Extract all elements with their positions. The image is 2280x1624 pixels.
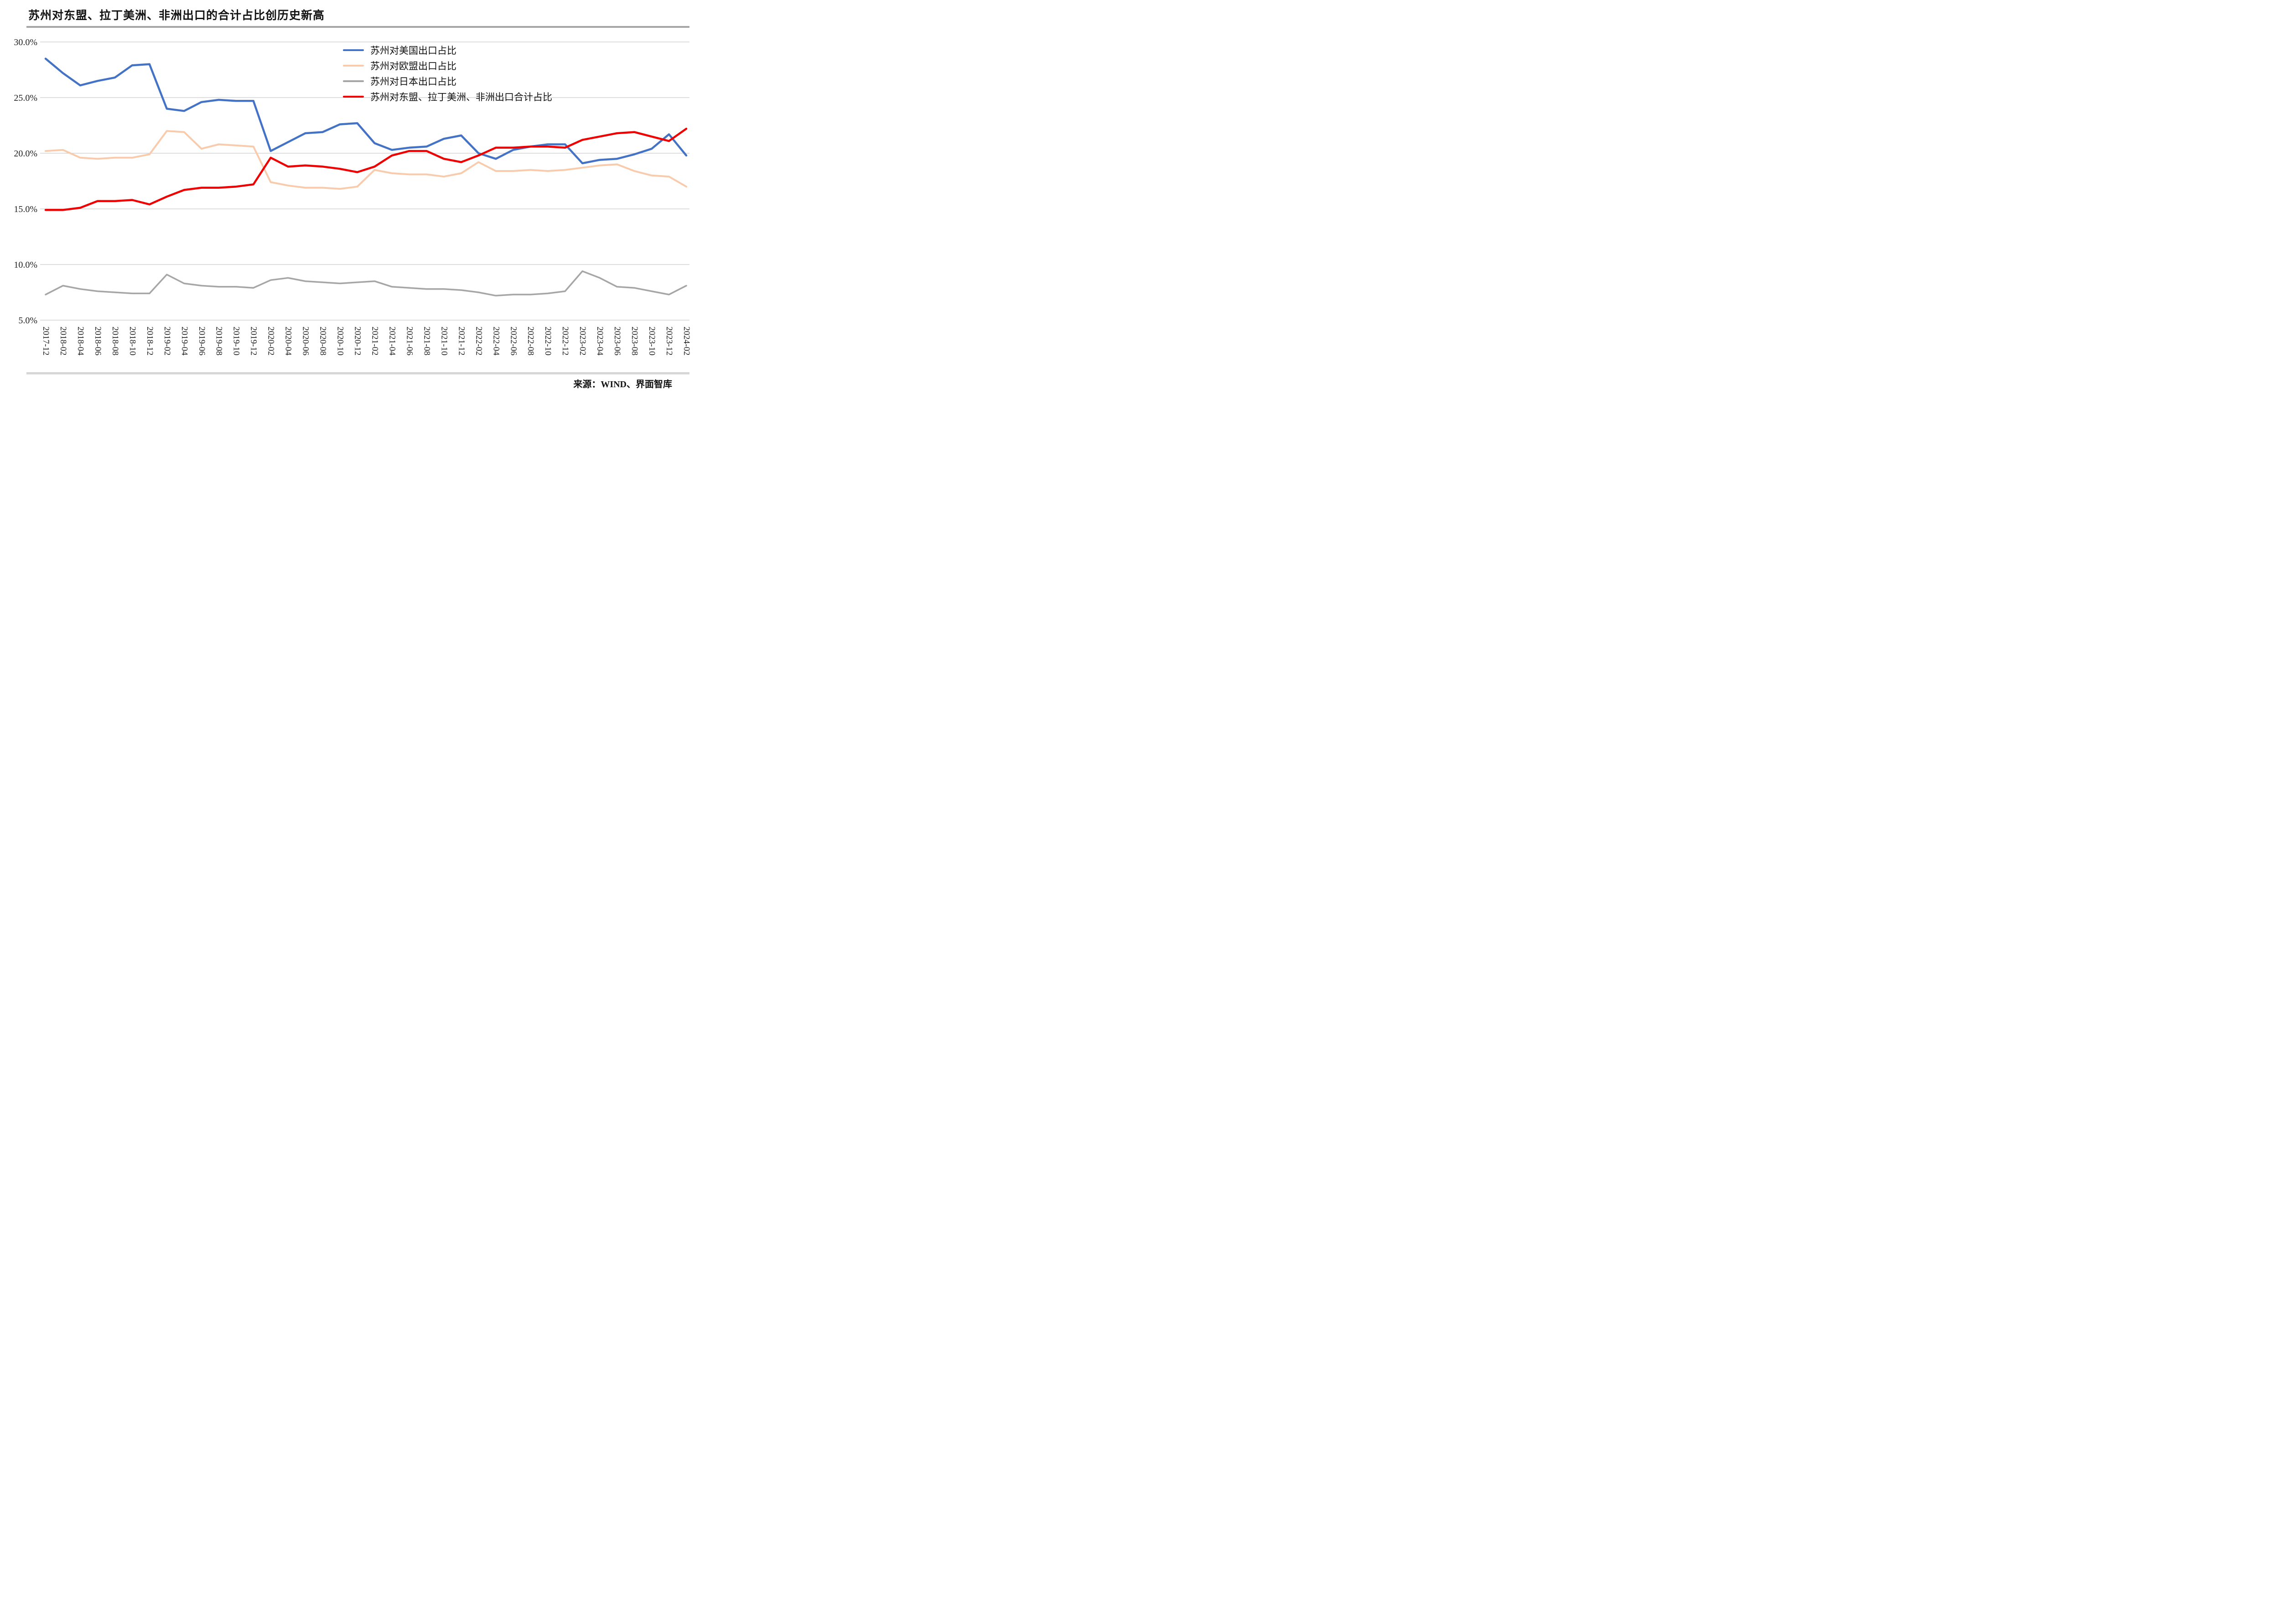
x-axis-tick-label: 2023-02 — [578, 327, 587, 355]
y-axis-tick-label: 5.0% — [18, 316, 37, 326]
x-axis-tick-label: 2020-02 — [266, 327, 276, 355]
top-divider-line — [26, 26, 689, 28]
legend-line-swatch-combined — [343, 95, 364, 98]
x-axis-tick-label: 2023-04 — [595, 327, 605, 356]
legend-item-japan-share: 苏州对日本出口占比 — [343, 76, 552, 87]
legend-item-us-share: 苏州对美国出口占比 — [343, 45, 552, 56]
legend-line-swatch-us — [343, 49, 364, 52]
x-axis-tick-label: 2021-12 — [456, 327, 466, 355]
x-axis-tick-label: 2018-08 — [110, 327, 120, 355]
y-axis-tick-label: 25.0% — [14, 93, 37, 103]
x-axis-tick-label: 2022-10 — [543, 327, 553, 355]
x-axis-tick-label: 2019-10 — [232, 327, 241, 355]
x-axis-tick-label: 2022-12 — [560, 327, 570, 355]
y-axis-tick-label: 20.0% — [14, 149, 37, 159]
x-axis-tick-label: 2020-08 — [318, 327, 328, 355]
x-axis-tick-label: 2018-10 — [128, 327, 137, 355]
x-axis-tick-label: 2019-04 — [180, 327, 189, 356]
x-axis-tick-label: 2023-08 — [630, 327, 639, 355]
legend-item-combined-share: 苏州对东盟、拉丁美洲、非洲出口合计占比 — [343, 91, 552, 103]
legend-label-eu: 苏州对欧盟出口占比 — [370, 61, 456, 72]
x-axis-tick-label: 2021-08 — [422, 327, 431, 355]
x-axis-tick-label: 2022-04 — [491, 327, 501, 356]
chart-legend: 苏州对美国出口占比 苏州对欧盟出口占比 苏州对日本出口占比 苏州对东盟、拉丁美洲… — [343, 45, 552, 103]
x-axis-tick-label: 2021-04 — [387, 327, 397, 356]
x-axis-tick-label: 2021-02 — [370, 327, 379, 355]
series-line-1 — [45, 130, 687, 190]
legend-label-us: 苏州对美国出口占比 — [370, 45, 456, 56]
x-axis-tick-label: 2023-10 — [647, 327, 657, 355]
series-line-3 — [44, 128, 688, 211]
x-axis-tick-label: 2024-02 — [682, 327, 691, 355]
x-axis-tick-label: 2021-10 — [439, 327, 449, 355]
y-axis-tick-label: 30.0% — [14, 37, 37, 47]
x-axis-tick-label: 2019-08 — [214, 327, 224, 355]
x-axis-tick-label: 2020-12 — [353, 327, 363, 355]
source-credit: 来源：WIND、界面智库 — [573, 379, 672, 389]
x-axis-tick-label: 2022-02 — [474, 327, 483, 355]
x-axis-tick-label: 2019-02 — [162, 327, 172, 355]
legend-line-swatch-japan — [343, 80, 364, 82]
bottom-divider-line — [26, 372, 689, 374]
series-line-2 — [45, 270, 687, 297]
legend-label-combined: 苏州对东盟、拉丁美洲、非洲出口合计占比 — [370, 92, 552, 103]
x-axis-tick-label: 2023-06 — [612, 327, 622, 355]
x-axis-tick-label: 2018-04 — [76, 327, 85, 356]
x-axis-tick-label: 2020-04 — [284, 327, 293, 356]
chart-page: 苏州对东盟、拉丁美洲、非洲出口的合计占比创历史新高 30.0% 25.0% 20.0… — [0, 0, 702, 390]
x-axis-tick-label: 2019-12 — [249, 327, 259, 355]
legend-line-swatch-eu — [343, 65, 364, 67]
x-axis-tick-label: 2023-12 — [664, 327, 674, 355]
y-axis-tick-label: 10.0% — [14, 260, 37, 270]
x-axis-tick-label: 2017-12 — [41, 327, 51, 355]
x-axis-tick-label: 2022-08 — [526, 327, 535, 355]
chart-title: 苏州对东盟、拉丁美洲、非洲出口的合计占比创历史新高 — [28, 10, 325, 22]
legend-item-eu-share: 苏州对欧盟出口占比 — [343, 60, 552, 72]
series-line-0 — [44, 57, 688, 165]
x-axis-tick-label: 2021-06 — [404, 327, 414, 355]
x-axis-tick-label: 2018-06 — [93, 327, 103, 355]
x-axis-tick-label: 2022-06 — [508, 327, 518, 355]
x-axis-tick-label: 2020-10 — [336, 327, 345, 355]
line-chart: 30.0% 25.0% 20.0% 15.0% 10.0% 5.0% 2017-12 2018… — [14, 37, 691, 356]
legend-label-japan: 苏州对日本出口占比 — [370, 76, 456, 87]
x-axis-tick-label: 2018-12 — [145, 327, 155, 355]
y-axis-tick-label: 15.0% — [14, 204, 37, 214]
x-axis-tick-label: 2018-02 — [58, 327, 68, 355]
x-axis-tick-label: 2020-06 — [301, 327, 311, 355]
x-axis-tick-label: 2019-06 — [197, 327, 207, 355]
